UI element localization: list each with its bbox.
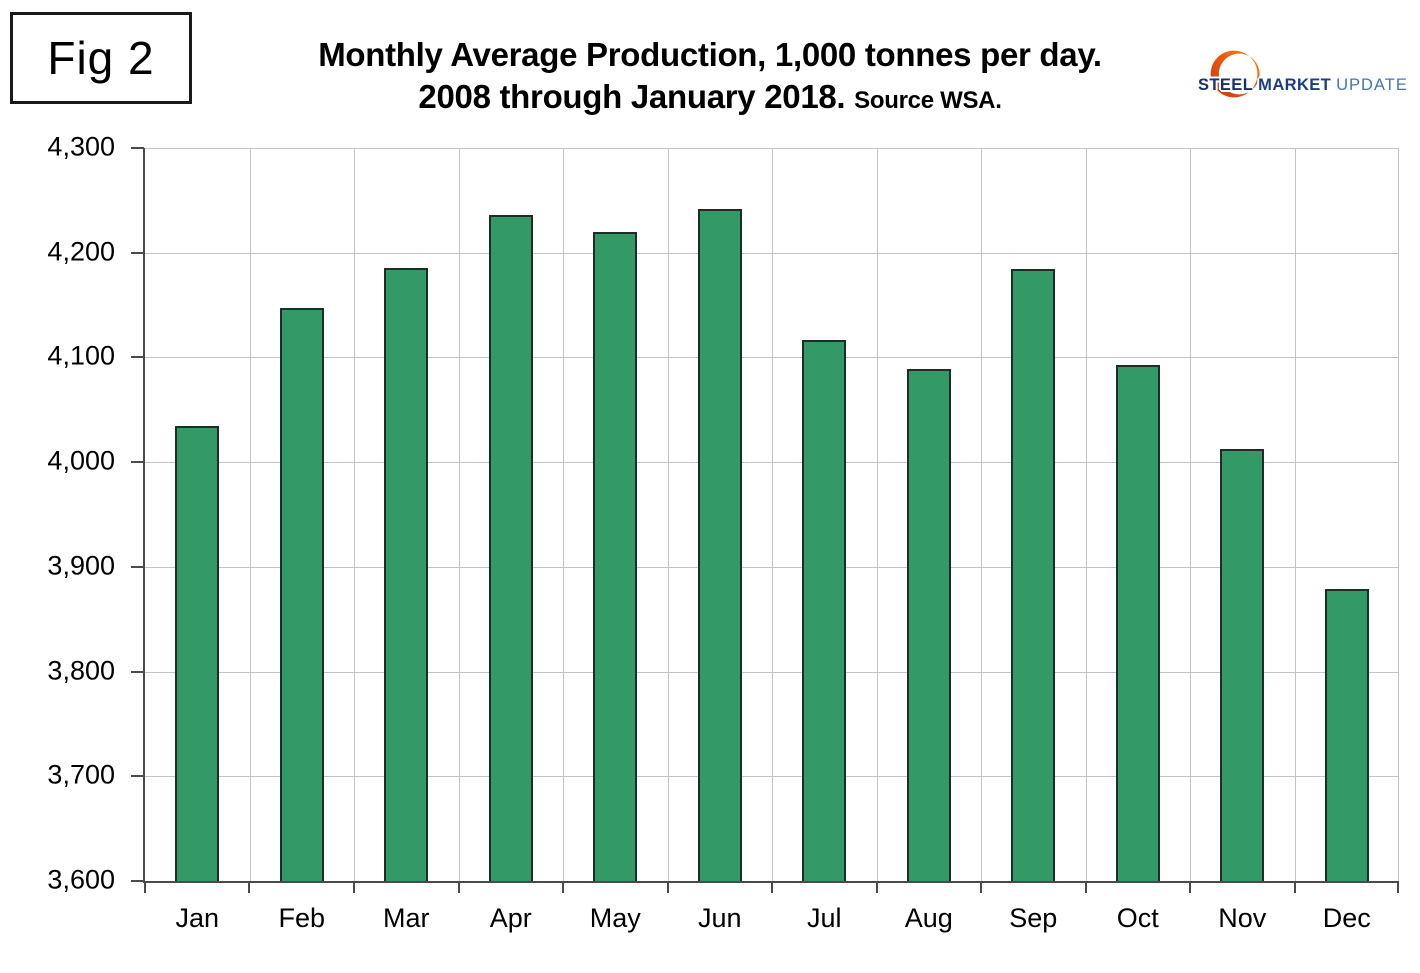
x-axis-label: Mar [383,903,430,933]
x-axis-tick [352,883,355,893]
x-axis-tick [144,883,146,893]
chart-title-line2-main: 2008 through January 2018. [418,78,846,115]
y-axis-label: 4,000 [47,445,115,476]
y-axis-label: 3,700 [47,759,115,790]
gridline-v [772,148,773,881]
x-axis-label: Oct [1116,903,1159,933]
x-axis-tick [248,883,251,893]
bar-mar [384,268,429,881]
bar-oct [1115,364,1160,881]
x-axis-label: Jan [175,903,220,933]
x-axis-tick [979,883,982,893]
bar-jul [802,339,847,881]
x-axis-label: Apr [489,903,532,933]
bar-apr [488,215,533,881]
smu-logo-update: UPDATE [1336,76,1408,94]
x-axis-label: May [589,903,641,933]
x-axis-label: Feb [278,903,326,933]
y-axis-label: 4,100 [47,340,115,371]
plot-area: 4,300 4,200 4,100 4,000 3,900 3,800 3,700 3,600… [47,131,1399,933]
x-axis-tick [457,883,460,893]
x-axis-label: Nov [1218,903,1267,933]
chart-title-line2: 2008 through January 2018. Source WSA. [318,76,1102,122]
y-axis-tick [131,147,144,149]
y-axis-tick [131,461,144,464]
y-axis-tick [131,251,144,254]
x-axis-label: Jun [697,903,742,933]
gridline-v [1085,148,1087,881]
fig-label: Fig 2 [47,32,155,84]
gridline-v [981,148,982,881]
gridline-v [1294,148,1296,881]
gridline-v [458,148,460,881]
x-axis-tick [771,883,773,893]
smu-logo-words: STEEL MARKET UPDATE [1198,76,1408,95]
x-axis-tick [561,883,564,893]
smu-logo-market: MARKET [1258,76,1332,94]
bar-nov [1220,448,1265,881]
x-axis-tick [1293,883,1296,893]
x-axis-label: Sep [1009,903,1058,933]
bar-jun [697,208,742,881]
fig-label-box: Fig 2 [10,12,192,104]
chart-title-source: Source WSA. [854,87,1002,114]
bar-jan [175,425,220,881]
y-axis-tick [131,880,144,882]
smu-logo: STEEL MARKET UPDATE [1195,46,1407,106]
gridline-v [354,148,355,881]
x-axis-tick [1084,883,1087,893]
y-axis-label: 3,600 [47,864,115,895]
x-axis-label: Jul [806,903,842,933]
y-axis-label: 3,900 [47,550,115,581]
x-axis-label: Aug [904,903,953,933]
smu-logo-steel: STEEL [1198,76,1254,94]
bar-feb [279,308,324,881]
y-axis-label: 3,800 [47,654,115,685]
y-axis-tick [131,356,144,359]
gridline-v [563,148,564,881]
y-axis-tick [131,775,144,778]
x-axis-tick [1397,883,1399,893]
x-axis-tick [1189,883,1191,893]
y-axis-label: 4,200 [47,235,115,266]
x-axis-label: Dec [1322,903,1371,933]
bar-sep [1011,269,1056,881]
chart-title: Monthly Average Production, 1,000 tonnes… [318,34,1102,122]
gridline-v [876,148,878,881]
bar-dec [1324,588,1369,881]
y-axis-tick [131,670,144,673]
gridline-v [1190,148,1191,881]
y-axis-tick [131,565,144,568]
gridline-v [249,148,251,881]
gridline-v [667,148,669,881]
y-axis-label: 4,300 [47,131,115,162]
bar-aug [906,368,951,881]
bar-may [593,231,638,881]
x-axis-tick [666,883,669,893]
gridline-v [1398,148,1399,881]
chart-title-line1: Monthly Average Production, 1,000 tonnes… [318,36,1102,73]
x-axis-tick [875,883,878,893]
